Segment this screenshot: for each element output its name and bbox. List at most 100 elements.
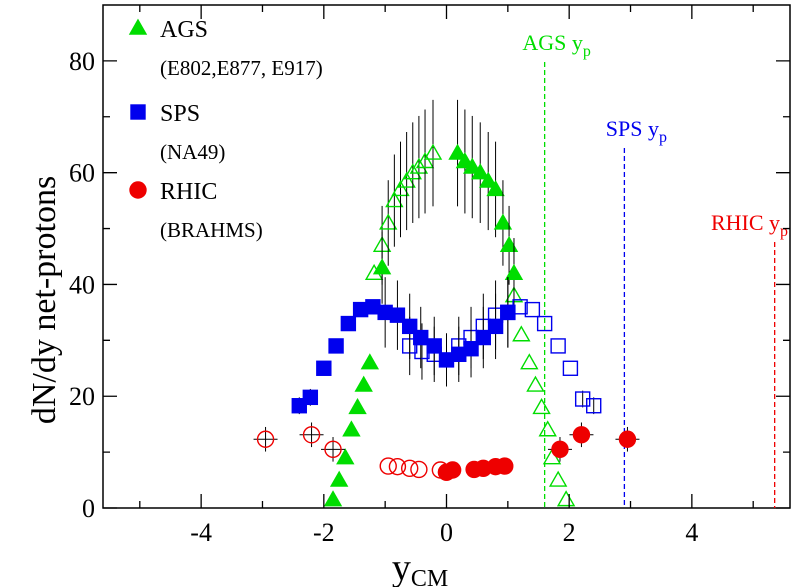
data-point-measured: [354, 375, 373, 392]
legend-label-ags: AGS: [160, 17, 208, 43]
x-axis-title-sub: CM: [411, 566, 448, 587]
data-point-measured: [413, 329, 429, 346]
data-point-measured: [302, 389, 319, 406]
data-point-reflected: [556, 490, 576, 507]
data-point-measured: [463, 157, 482, 174]
legend-label-sps: SPS: [160, 101, 200, 127]
y-tick-label: 80: [69, 47, 95, 76]
data-point-reflected: [256, 430, 275, 448]
data-point-measured: [475, 329, 492, 346]
data-point-measured: [504, 263, 524, 280]
data-point-reflected: [379, 457, 397, 475]
beam-rapidity-label-text: RHIC y: [711, 210, 780, 235]
data-point-measured: [572, 426, 591, 444]
data-point-measured: [443, 461, 462, 479]
data-point-reflected: [379, 213, 398, 230]
data-point-measured: [618, 430, 637, 448]
data-point-reflected: [397, 171, 416, 188]
data-point-measured: [486, 180, 505, 197]
x-axis-title-main: y: [392, 547, 411, 587]
data-point-measured: [448, 143, 467, 160]
beam-rapidity-label-ags: AGS yp: [522, 30, 591, 60]
data-point-measured: [463, 341, 479, 357]
legend-label-rhic: RHIC: [160, 179, 217, 205]
data-point-reflected: [410, 460, 428, 479]
series-ags: [323, 99, 576, 507]
y-tick-label: 40: [69, 270, 95, 299]
beam-rapidity-label-text: AGS y: [522, 30, 583, 55]
data-point-measured: [348, 397, 367, 415]
data-point-reflected: [536, 315, 553, 332]
y-tick-label: 20: [69, 382, 95, 411]
data-point-measured: [340, 315, 357, 332]
series-rhic: [253, 422, 640, 481]
beam-rapidity-label-sps: SPS yp: [606, 116, 667, 146]
data-point-measured: [336, 448, 355, 465]
data-point-measured: [360, 353, 380, 370]
data-point-measured: [500, 304, 516, 321]
data-point-reflected: [409, 157, 429, 174]
data-point-measured: [328, 338, 344, 354]
data-point-reflected: [520, 353, 539, 370]
beam-rapidity-label-rhic: RHIC yp: [711, 210, 788, 240]
beam-rapidity-label-sub: p: [583, 43, 591, 60]
beam-rapidity-label-text: SPS y: [606, 116, 659, 141]
data-point-reflected: [526, 375, 545, 392]
data-point-measured: [551, 440, 569, 459]
beam-rapidity-label-sub: p: [659, 129, 667, 146]
data-point-reflected: [415, 152, 435, 169]
data-point-measured: [487, 318, 504, 335]
series-sps: [291, 277, 602, 415]
axis-titles: dN/dy net-protons yCM: [26, 176, 448, 587]
data-point-reflected: [302, 426, 321, 444]
y-tick-label: 60: [69, 159, 95, 188]
x-axis-title: yCM: [392, 547, 448, 587]
legend-sublabel-rhic: (BRAHMS): [160, 218, 263, 242]
x-tick-label: -2: [313, 518, 335, 547]
plot-frame: [102, 4, 791, 509]
data-point-measured: [499, 235, 519, 253]
data-point-measured: [316, 360, 332, 376]
data-point-reflected: [423, 143, 443, 160]
data-point-reflected: [391, 180, 410, 197]
data-point-reflected: [586, 398, 602, 414]
data-point-measured: [493, 213, 513, 230]
legend-marker-ags: [128, 18, 148, 35]
data-point-reflected: [403, 163, 422, 180]
legend-sublabel-ags: (E802,E877, E917): [160, 56, 323, 80]
data-point-reflected: [562, 360, 579, 376]
data-point-reflected: [400, 459, 419, 478]
data-point-measured: [426, 338, 442, 354]
axis-ticks: [103, 5, 790, 509]
data-point-measured: [323, 490, 343, 507]
data-point-measured: [342, 420, 361, 437]
x-tick-label: 4: [685, 518, 698, 547]
data-point-reflected: [512, 325, 531, 342]
data-point-reflected: [532, 397, 551, 415]
data-point-measured: [329, 470, 349, 487]
data-point-reflected: [548, 470, 568, 487]
data-point-reflected: [538, 420, 557, 437]
legend: AGS (E802,E877, E917) SPS (NA49) RHIC (BRAHMS…: [128, 17, 323, 242]
data-point-reflected: [388, 457, 407, 476]
plot-area: [102, 4, 791, 509]
data-marks: [253, 99, 640, 507]
data-point-measured: [471, 163, 490, 180]
data-point-measured: [496, 457, 514, 475]
beam-rapidity-label-sub: p: [780, 223, 788, 240]
y-tick-label: 0: [82, 494, 95, 523]
data-point-reflected: [550, 338, 566, 354]
data-point-measured: [372, 258, 392, 275]
legend-marker-sps: [130, 104, 146, 120]
data-point-measured: [479, 171, 498, 188]
data-point-reflected: [324, 440, 342, 459]
y-axis-title: dN/dy net-protons: [26, 176, 63, 424]
x-tick-label: 2: [563, 518, 576, 547]
legend-marker-rhic: [129, 181, 147, 199]
x-tick-label: -4: [190, 518, 212, 547]
data-point-measured: [389, 307, 406, 323]
data-point-reflected: [524, 301, 541, 318]
